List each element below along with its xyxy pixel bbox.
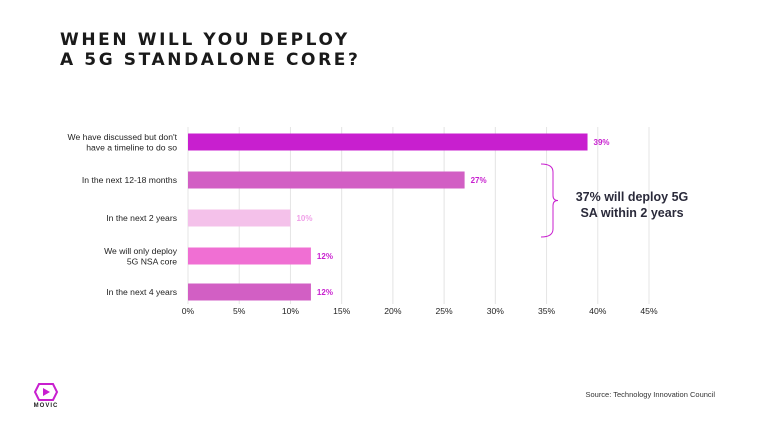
annotation-line-2: SA within 2 years: [580, 206, 684, 220]
labels: 0% 5% 10% 15% 20% 25% 30% 35% 40% 45% 39% We have d…: [68, 132, 658, 316]
data-label: 27%: [471, 176, 487, 185]
x-tick-label: 40%: [589, 306, 607, 316]
x-tick-label: 45%: [640, 306, 658, 316]
x-tick-label: 5%: [233, 306, 246, 316]
chart-title-line-2: A 5G STANDALONE CORE?: [60, 50, 361, 70]
logo-text: MOVIC: [33, 403, 59, 409]
annotation-line-1: 37% will deploy 5G: [575, 190, 689, 204]
x-tick-label: 15%: [333, 306, 351, 316]
data-label: 39%: [594, 138, 610, 147]
bars: [188, 133, 588, 301]
annotation-bracket: [540, 163, 559, 238]
category-label: In the next 2 years: [106, 213, 177, 223]
bar: [188, 209, 291, 227]
logo-play-icon: [33, 383, 59, 401]
x-tick-label: 30%: [487, 306, 505, 316]
annotation-text: 37% will deploy 5G SA within 2 years: [568, 189, 696, 221]
bar: [188, 171, 465, 189]
category-label: In the next 12-18 months: [82, 175, 177, 185]
x-tick-label: 35%: [538, 306, 556, 316]
category-label: We have discussed but don't: [68, 132, 178, 142]
bar: [188, 133, 588, 151]
chart-title-line-1: WHEN WILL YOU DEPLOY: [60, 30, 350, 50]
data-label: 10%: [296, 214, 312, 223]
source-note: Source: Technology Innovation Council: [585, 390, 715, 399]
bar: [188, 283, 311, 301]
category-label: 5G NSA core: [127, 256, 177, 266]
x-tick-label: 0%: [182, 306, 195, 316]
chart-title: WHEN WILL YOU DEPLOY A 5G STANDALONE COR…: [60, 30, 360, 70]
x-tick-label: 25%: [436, 306, 454, 316]
bar: [188, 247, 311, 265]
gridlines: [187, 127, 650, 304]
x-tick-label: 10%: [282, 306, 300, 316]
category-label: In the next 4 years: [106, 287, 177, 297]
data-label: 12%: [317, 288, 333, 297]
x-tick-label: 20%: [384, 306, 402, 316]
category-label: We will only deploy: [104, 246, 178, 256]
category-label: have a timeline to do so: [86, 142, 177, 152]
movic-logo: MOVIC: [30, 381, 62, 411]
data-label: 12%: [317, 252, 333, 261]
